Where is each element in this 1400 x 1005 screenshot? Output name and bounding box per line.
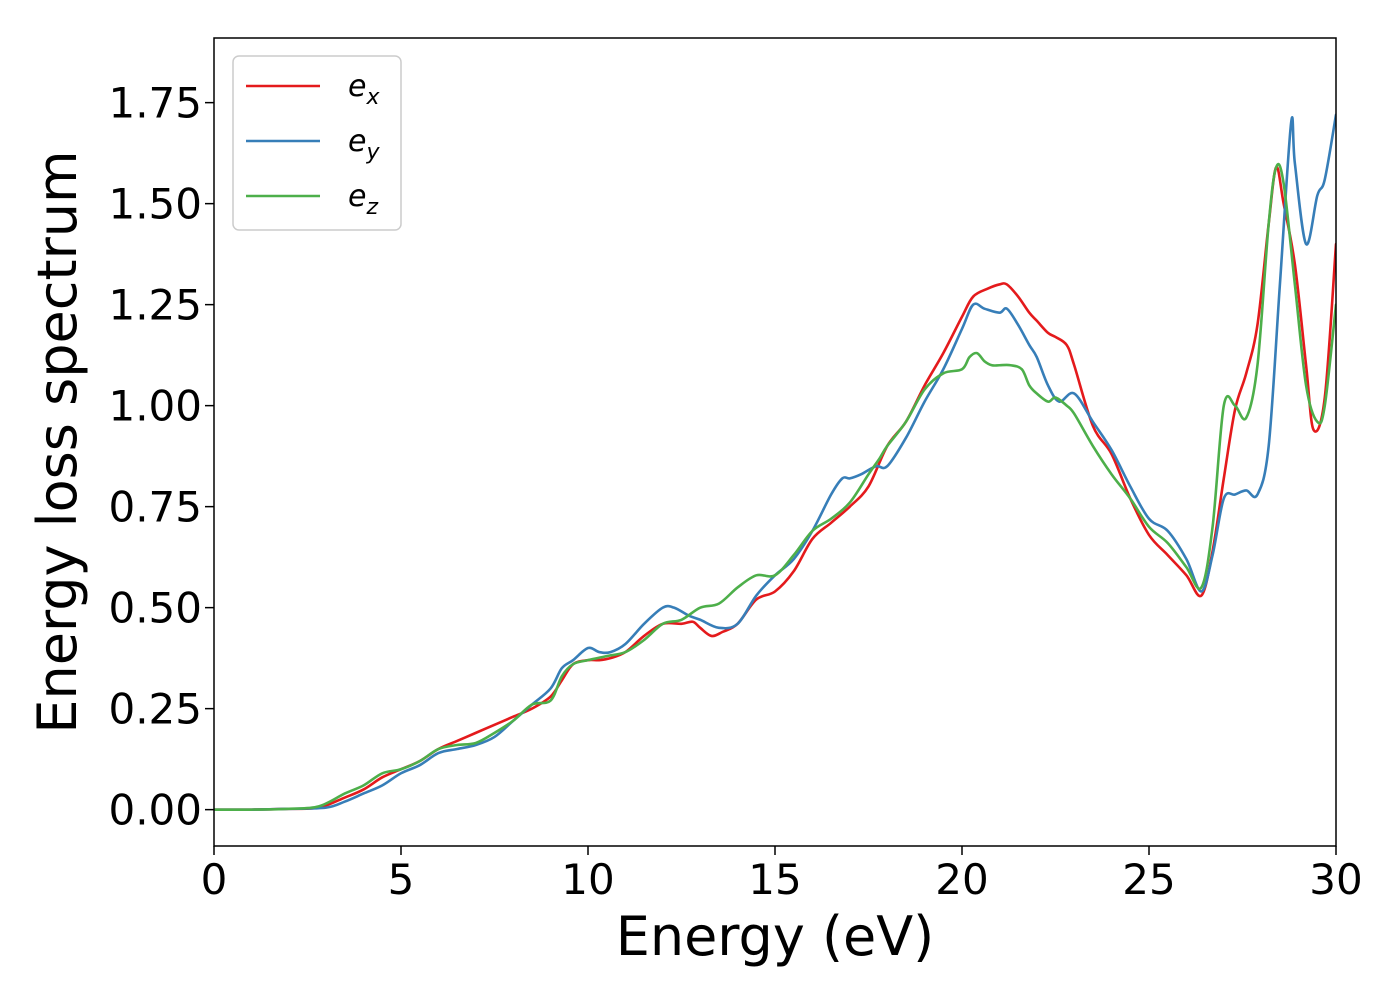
x-axis-title: Energy (eV) <box>616 905 935 968</box>
y-tick-label: 0.00 <box>108 786 202 835</box>
x-tick-label: 30 <box>1309 855 1362 904</box>
x-tick-label: 0 <box>201 855 228 904</box>
y-axis-title: Energy loss spectrum <box>26 150 89 733</box>
y-tick-label: 1.50 <box>108 180 202 229</box>
y-tick-label: 1.25 <box>108 281 202 330</box>
series-line-x <box>214 165 1336 811</box>
series-line-z <box>214 162 1336 811</box>
x-tick-label: 15 <box>748 855 801 904</box>
x-axis-ticks: 0 5 10 15 20 25 30 <box>201 846 1363 904</box>
y-tick-label: 0.75 <box>108 483 202 532</box>
series-layer <box>214 113 1336 811</box>
legend-box <box>232 55 402 231</box>
y-tick-label: 0.25 <box>108 685 202 734</box>
x-tick-label: 5 <box>388 855 415 904</box>
y-tick-label: 0.50 <box>108 584 202 633</box>
y-tick-label: 1.00 <box>108 382 202 431</box>
x-tick-label: 25 <box>1122 855 1175 904</box>
x-tick-label: 10 <box>561 855 614 904</box>
y-axis-ticks: 0.00 0.25 0.50 0.75 1.00 1.25 1.50 1.75 <box>108 79 214 835</box>
x-tick-label: 20 <box>935 855 988 904</box>
y-tick-label: 1.75 <box>108 79 202 128</box>
